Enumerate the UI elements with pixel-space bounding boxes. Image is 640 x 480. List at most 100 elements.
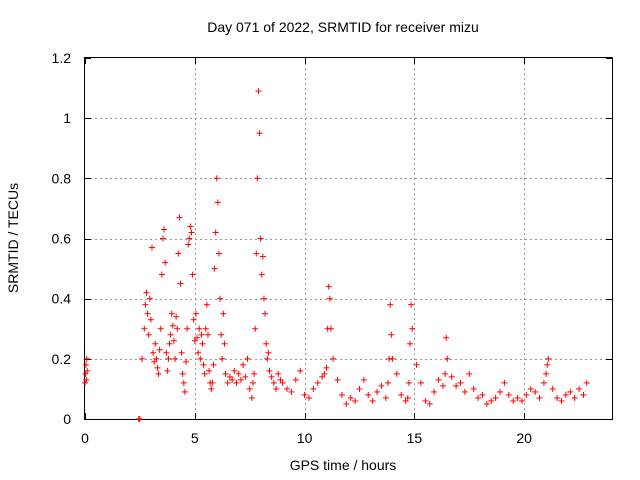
data-point	[297, 367, 304, 374]
data-point	[545, 355, 552, 362]
data-point	[178, 349, 185, 356]
data-point	[83, 355, 90, 362]
data-point	[139, 355, 146, 362]
data-point	[215, 250, 222, 257]
data-point	[453, 382, 460, 389]
data-point	[179, 370, 186, 377]
data-point	[505, 391, 512, 398]
data-point	[426, 400, 433, 407]
data-point	[174, 325, 181, 332]
data-point	[466, 370, 473, 377]
data-point	[549, 385, 556, 392]
data-point	[374, 388, 381, 395]
data-point	[224, 379, 231, 386]
y-tick-label: 0.2	[52, 351, 72, 367]
data-point	[237, 376, 244, 383]
data-point	[365, 391, 372, 398]
data-point	[275, 370, 282, 377]
data-point	[422, 397, 429, 404]
data-point	[314, 379, 321, 386]
data-point	[262, 310, 269, 317]
data-point	[260, 295, 267, 302]
y-tick-label: 0.4	[52, 291, 72, 307]
data-point	[166, 340, 173, 347]
data-point	[221, 340, 228, 347]
data-point	[82, 361, 89, 368]
data-point	[536, 394, 543, 401]
data-point	[231, 367, 238, 374]
data-point	[510, 397, 517, 404]
data-point	[444, 355, 451, 362]
data-point	[157, 325, 164, 332]
data-point	[265, 349, 272, 356]
data-point	[382, 394, 389, 401]
data-point	[201, 370, 208, 377]
axis-ticks	[85, 58, 612, 420]
data-point	[167, 331, 174, 338]
data-point	[256, 130, 263, 137]
data-point	[518, 397, 525, 404]
grid-lines	[85, 58, 612, 419]
data-point	[321, 370, 328, 377]
x-tick-labels: 0 5 10 15 20	[81, 430, 532, 446]
data-point	[136, 416, 143, 422]
y-axis-label: SRMTID / TECUs	[5, 183, 21, 293]
data-point	[277, 376, 284, 383]
data-point	[334, 376, 341, 383]
data-point	[202, 325, 209, 332]
data-point	[514, 394, 521, 401]
data-point	[325, 283, 332, 290]
x-tick-label: 20	[516, 430, 532, 446]
data-point	[409, 325, 416, 332]
data-point	[483, 400, 490, 407]
data-point	[214, 199, 221, 206]
data-point	[143, 289, 150, 296]
data-point	[249, 379, 256, 386]
data-point	[404, 394, 411, 401]
data-point	[188, 229, 195, 236]
data-point	[190, 316, 197, 323]
data-point	[219, 355, 226, 362]
data-point	[177, 280, 184, 287]
data-point	[156, 346, 163, 353]
data-point	[257, 235, 264, 242]
data-point	[222, 370, 229, 377]
data-point	[532, 388, 539, 395]
y-tick-label: 1.2	[52, 50, 72, 66]
data-point	[145, 331, 152, 338]
data-point	[461, 388, 468, 395]
data-point	[543, 370, 550, 377]
data-point	[175, 250, 182, 257]
data-point	[301, 391, 308, 398]
data-point	[583, 379, 590, 386]
data-point	[387, 301, 394, 308]
data-point	[417, 379, 424, 386]
data-point	[151, 358, 158, 365]
data-point	[155, 370, 162, 377]
data-point	[398, 391, 405, 398]
data-point	[235, 370, 242, 377]
data-point	[327, 325, 334, 332]
data-point	[185, 241, 192, 248]
data-point	[82, 370, 89, 377]
data-point	[200, 361, 207, 368]
data-point	[448, 373, 455, 380]
data-point	[164, 367, 171, 374]
data-point	[284, 385, 291, 392]
data-point	[343, 400, 350, 407]
data-point	[279, 379, 286, 386]
data-point	[406, 340, 413, 347]
data-point	[443, 334, 450, 341]
data-point	[310, 385, 317, 392]
data-point	[181, 388, 188, 395]
data-point	[544, 361, 551, 368]
data-point	[389, 355, 396, 362]
data-point	[251, 370, 258, 377]
x-tick-label: 15	[407, 430, 423, 446]
data-point	[369, 397, 376, 404]
data-point	[165, 355, 172, 362]
data-point	[268, 373, 275, 380]
data-point	[176, 214, 183, 221]
data-point	[523, 391, 530, 398]
chart-title: Day 071 of 2022, SRMTID for receiver miz…	[207, 19, 479, 35]
